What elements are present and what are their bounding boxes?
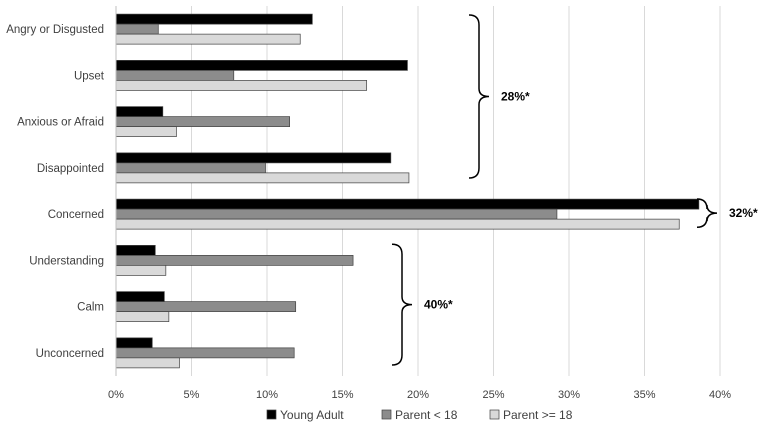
- brace-3: [391, 243, 413, 366]
- bar-parent-18-concerned: [115, 208, 558, 220]
- bar-parent-18-upset: [115, 70, 235, 81]
- bar-parent-18-anxious-or-afraid: [115, 126, 177, 137]
- legend-label-young-adult: Young Adult: [280, 408, 344, 422]
- x-tick-label: 25%: [482, 389, 504, 401]
- x-tick-label: 20%: [407, 389, 429, 401]
- category-label-anxious-or-afraid: Anxious or Afraid: [17, 117, 104, 129]
- x-tick-label: 5%: [184, 389, 200, 401]
- legend-swatch-parent-18: [381, 409, 392, 420]
- legend-swatch-parent-18: [489, 409, 500, 420]
- bar-parent-18-understanding: [115, 255, 354, 266]
- x-axis: 0% 5% 10% 15% 20% 25% 30% 35% 40%: [108, 6, 731, 401]
- bar-parent-18-upset: [115, 80, 368, 91]
- bar-parent-18-unconcerned: [115, 357, 180, 369]
- x-tick-label: 10%: [256, 389, 278, 401]
- bar-parent-18-understanding: [115, 265, 167, 276]
- bar-parent-18-calm: [115, 311, 170, 322]
- brace-2: [696, 198, 718, 228]
- bar-parent-18-calm: [115, 301, 297, 312]
- legend: Young Adult Parent < 18 Parent >= 18: [266, 408, 573, 422]
- bar-young-adult-upset: [115, 60, 408, 71]
- bar-parent-18-concerned: [115, 218, 680, 230]
- bar-parent-18-unconcerned: [115, 347, 295, 359]
- bar-parent-18-angry-or-disgusted: [115, 33, 301, 45]
- bar-young-adult-anxious-or-afraid: [115, 106, 164, 117]
- x-tick-label: 40%: [709, 389, 731, 401]
- category-label-understanding: Understanding: [29, 255, 104, 267]
- bar-parent-18-disappointed: [115, 172, 410, 184]
- bar-young-adult-understanding: [115, 245, 156, 256]
- annotations: 28%* 32%* 40%*: [391, 14, 758, 366]
- legend-label-parent-18: Parent < 18: [395, 408, 458, 422]
- x-tick-label: 35%: [633, 389, 655, 401]
- legend-swatch-young-adult: [266, 409, 277, 420]
- bar-parent-18-anxious-or-afraid: [115, 116, 290, 127]
- category-label-disappointed: Disappointed: [37, 163, 104, 175]
- legend-label-parent-18: Parent >= 18: [503, 408, 573, 422]
- category-labels: Angry or Disgusted Upset Anxious or Afraid…: [6, 24, 105, 360]
- x-tick-label: 0%: [108, 389, 124, 401]
- bar-young-adult-unconcerned: [115, 337, 153, 349]
- bar-parent-18-angry-or-disgusted: [115, 23, 159, 35]
- bars: [115, 13, 700, 369]
- x-tick-label: 15%: [331, 389, 353, 401]
- bar-parent-18-disappointed: [115, 162, 266, 174]
- category-label-calm: Calm: [77, 302, 104, 314]
- category-label-upset: Upset: [74, 70, 105, 82]
- category-label-angry-or-disgusted: Angry or Disgusted: [6, 24, 104, 36]
- bar-young-adult-angry-or-disgusted: [115, 13, 313, 25]
- brace-label-2: 32%*: [729, 206, 758, 220]
- category-label-unconcerned: Unconcerned: [36, 348, 104, 360]
- bar-young-adult-concerned: [115, 198, 700, 210]
- x-tick-label: 30%: [558, 389, 580, 401]
- category-label-concerned: Concerned: [48, 209, 104, 221]
- bar-young-adult-calm: [115, 291, 165, 302]
- brace-label-3: 40%*: [424, 298, 453, 312]
- brace-label-1: 28%*: [501, 90, 530, 104]
- brace-1: [468, 14, 490, 179]
- bar-young-adult-disappointed: [115, 152, 392, 164]
